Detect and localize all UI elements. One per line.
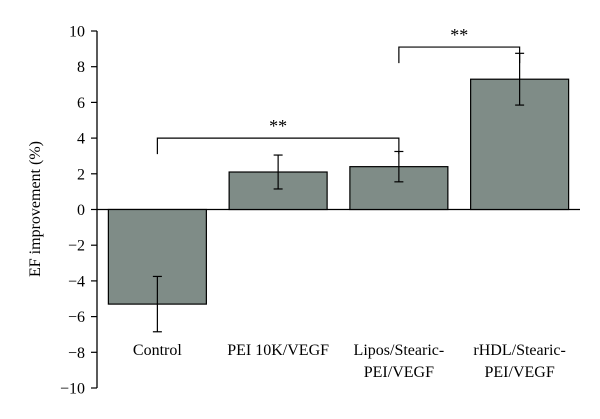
y-tick-label: 10 — [69, 24, 85, 41]
y-tick-label: −2 — [68, 238, 85, 255]
y-tick-label: −10 — [60, 381, 85, 398]
y-tick-label: 4 — [77, 131, 85, 148]
significance-annotations: ** ** — [156, 25, 521, 155]
significance-bracket — [398, 46, 521, 64]
y-tick-label: −8 — [68, 345, 85, 362]
y-tick-label: 0 — [77, 202, 85, 219]
category-label: rHDL/Stearic-PEI/VEGF — [473, 342, 565, 381]
y-tick-label: −6 — [68, 309, 85, 326]
category-label: Lipos/Stearic-PEI/VEGF — [354, 342, 445, 381]
y-tick-label: 6 — [77, 95, 85, 112]
significance-bracket — [156, 137, 400, 155]
category-label: Control — [133, 342, 182, 359]
category-label: PEI 10K/VEGF — [227, 342, 329, 359]
y-tick-label: 2 — [77, 166, 85, 183]
error-bars — [152, 52, 525, 333]
bars — [107, 78, 570, 305]
y-axis-label: EF improvement (%) — [27, 141, 44, 277]
category-labels: Control PEI 10K/VEGF Lipos/Stearic-PEI/VEG… — [133, 342, 566, 381]
y-tick-label: 8 — [77, 59, 85, 76]
significance-label: ** — [269, 116, 287, 136]
y-tick-label: −4 — [68, 273, 85, 290]
significance-label: ** — [450, 25, 468, 45]
